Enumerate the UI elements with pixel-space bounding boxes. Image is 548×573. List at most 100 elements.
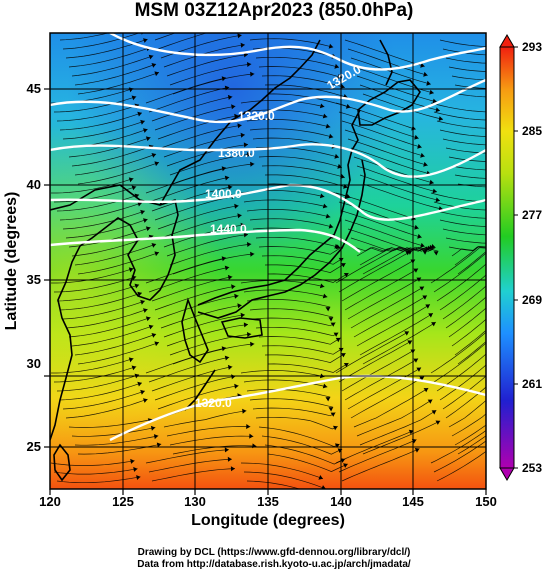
streamline-arrow [427, 399, 433, 404]
streamline [71, 145, 154, 167]
streamline-arrow [148, 234, 154, 240]
streamline-arrow [333, 425, 338, 431]
streamline [74, 153, 157, 176]
streamline [77, 342, 160, 365]
streamline [157, 115, 239, 140]
streamline-arrow [340, 263, 346, 268]
streamline-arrow [528, 242, 532, 247]
streamline [255, 416, 338, 430]
streamline [356, 165, 437, 193]
streamline-arrow [319, 283, 325, 289]
streamline-arrow [250, 341, 255, 347]
streamline [59, 33, 110, 41]
streamline-arrow [250, 161, 255, 167]
streamline-arrow [407, 250, 413, 255]
streamline-arrow [243, 322, 248, 328]
streamline [457, 251, 486, 275]
streamline [433, 252, 486, 293]
streamline [362, 321, 436, 365]
streamline [59, 382, 143, 401]
streamline-arrow [328, 133, 334, 139]
streamline-arrow [156, 442, 162, 448]
streamline [442, 228, 486, 236]
coastlines [50, 39, 421, 482]
streamline [362, 93, 444, 120]
streamline-arrow [340, 353, 346, 358]
streamline-arrow [224, 175, 230, 181]
streamline-arrow [525, 58, 529, 63]
streamline-arrow [319, 193, 325, 199]
streamline-arrow [429, 89, 434, 95]
streamline-arrow [227, 456, 232, 462]
streamline [249, 38, 334, 48]
streamline [59, 292, 143, 311]
streamline-arrow [422, 250, 428, 255]
streamline-arrow [134, 283, 140, 289]
streamline-arrow [237, 213, 242, 219]
streamline [258, 156, 342, 168]
streamline [169, 63, 252, 86]
streamline-arrow [240, 132, 245, 138]
streamline-arrow [414, 134, 419, 140]
streamline [451, 165, 486, 171]
streamline [148, 458, 232, 473]
streamline [145, 167, 227, 194]
x-axis-ticks [49, 489, 487, 495]
streamline [267, 362, 349, 373]
streamline [169, 243, 252, 266]
streamline [264, 262, 346, 273]
streamline [62, 390, 145, 410]
streamline [77, 72, 160, 95]
streamline [454, 329, 486, 356]
streamline [62, 33, 140, 50]
streamline-arrow [534, 82, 538, 87]
streamline [74, 63, 157, 86]
credit-drawing: Drawing by DCL (https://www.gfd-dennou.o… [137, 547, 411, 558]
streamline-arrow [429, 179, 434, 185]
streamline-arrow [328, 407, 334, 412]
x-tick-label: 140 [330, 494, 352, 509]
streamline [261, 435, 343, 455]
streamline [71, 325, 154, 347]
streamline [335, 192, 416, 220]
contour-label: 1400.0 [205, 187, 242, 201]
y-tick-label: 35 [27, 272, 41, 287]
x-tick-label: 145 [402, 494, 424, 509]
streamline [157, 33, 208, 50]
streamline [246, 299, 331, 308]
streamline-arrow [224, 265, 230, 271]
streamline [255, 236, 340, 248]
streamline [59, 112, 143, 131]
streamline [249, 128, 334, 138]
y-tick-label: 40 [27, 177, 41, 192]
streamline-arrow [425, 304, 430, 309]
streamline-arrow [128, 177, 134, 183]
streamline [56, 374, 140, 392]
streamline-arrow [131, 185, 137, 191]
streamline [252, 317, 336, 327]
streamline [445, 147, 486, 154]
streamline [451, 318, 486, 347]
x-tick-label: 150 [475, 494, 497, 509]
contour-label: 1440.0 [210, 222, 247, 236]
streamline [50, 460, 135, 466]
streamline [246, 389, 331, 398]
colorbar-tick-label: 253 [522, 461, 542, 475]
streamline [448, 307, 486, 338]
streamline-arrow [130, 458, 135, 464]
streamline-arrow [417, 143, 422, 149]
streamline-arrow [325, 397, 331, 402]
streamline-arrow [140, 209, 145, 215]
streamline [359, 174, 440, 202]
streamline [451, 413, 486, 437]
streamline [433, 342, 486, 383]
streamline-arrow [128, 357, 134, 363]
streamline-arrow [328, 43, 334, 49]
streamline [151, 96, 233, 122]
streamline-arrow [531, 74, 535, 79]
streamline-arrow [322, 383, 328, 389]
streamline-arrow [137, 381, 142, 387]
streamline [350, 286, 425, 329]
streamline [439, 39, 486, 47]
streamline-arrow [537, 180, 542, 185]
